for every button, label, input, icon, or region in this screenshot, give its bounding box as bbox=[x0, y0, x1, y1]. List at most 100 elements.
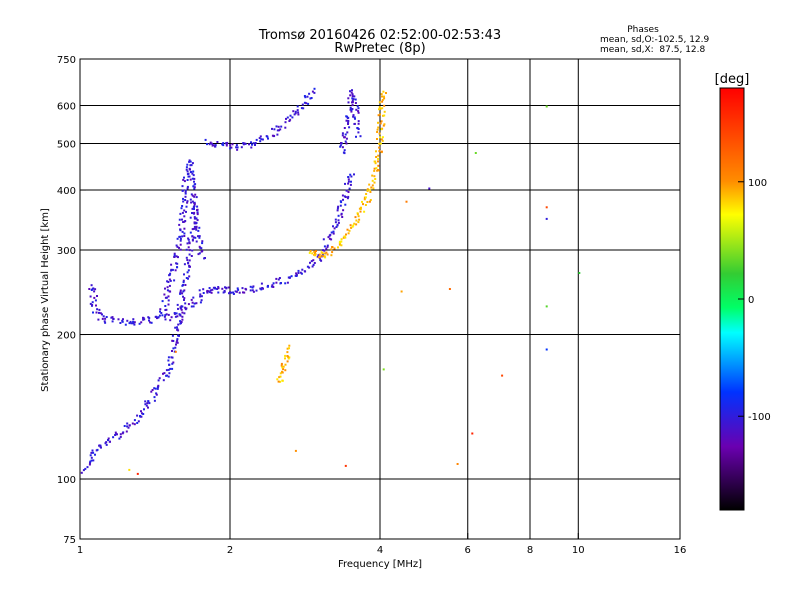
trace-point bbox=[133, 321, 136, 324]
trace-point bbox=[124, 323, 127, 326]
trace-point bbox=[341, 216, 344, 218]
trace-point bbox=[378, 150, 381, 153]
trace-point bbox=[230, 146, 233, 149]
trace-point bbox=[252, 290, 255, 293]
x-tick-label: 4 bbox=[377, 545, 383, 556]
trace-point bbox=[315, 250, 317, 253]
trace-point bbox=[190, 193, 193, 196]
trace-point bbox=[339, 145, 342, 148]
trace-point bbox=[382, 124, 385, 127]
trace-point bbox=[187, 303, 190, 306]
trace-point bbox=[121, 432, 124, 435]
trace-point bbox=[357, 128, 360, 130]
trace-point bbox=[161, 314, 164, 317]
trace-point bbox=[333, 247, 336, 250]
trace-point bbox=[351, 225, 354, 228]
trace-point bbox=[191, 194, 194, 197]
trace-point bbox=[171, 350, 173, 352]
trace-point bbox=[110, 316, 113, 319]
trace-point bbox=[192, 170, 195, 173]
trace-point bbox=[343, 136, 346, 139]
trace-point bbox=[321, 252, 324, 255]
trace-point bbox=[322, 249, 324, 252]
trace-point bbox=[187, 172, 190, 175]
trace-point bbox=[191, 162, 194, 165]
trace-point bbox=[336, 224, 339, 227]
trace-point bbox=[216, 141, 219, 143]
scatter-point bbox=[294, 449, 297, 452]
trace-point bbox=[187, 277, 189, 280]
scatter-point bbox=[344, 464, 347, 467]
trace-point bbox=[195, 228, 198, 231]
trace-point bbox=[187, 246, 190, 249]
trace-point bbox=[326, 244, 329, 247]
trace-point bbox=[161, 300, 164, 303]
trace-point bbox=[183, 263, 186, 266]
trace-point bbox=[192, 296, 195, 299]
trace-point bbox=[357, 221, 360, 224]
trace-point bbox=[92, 311, 94, 314]
trace-point bbox=[281, 370, 283, 373]
trace-point bbox=[332, 232, 335, 235]
trace-point bbox=[184, 284, 187, 286]
trace-point bbox=[179, 292, 182, 295]
trace-point bbox=[197, 229, 200, 232]
trace-point bbox=[209, 141, 212, 144]
trace-point bbox=[185, 168, 188, 171]
trace-point bbox=[345, 233, 347, 236]
trace-point bbox=[189, 160, 192, 163]
trace-point bbox=[343, 152, 346, 155]
trace-point bbox=[171, 362, 174, 365]
trace-point bbox=[267, 137, 269, 140]
axis-ticks: 1 2 4 6 8 10 16 75 100 200 300 400 500 600 750 bbox=[57, 55, 686, 556]
trace-point bbox=[192, 174, 195, 177]
trace-point bbox=[288, 356, 291, 359]
trace-point bbox=[352, 98, 355, 101]
trace-point bbox=[171, 268, 174, 271]
trace-point bbox=[351, 104, 354, 107]
trace-point bbox=[349, 106, 352, 109]
trace-point bbox=[337, 205, 340, 208]
trace-point bbox=[155, 392, 158, 395]
trace-point bbox=[373, 175, 376, 178]
trace-point bbox=[291, 116, 294, 119]
trace-point bbox=[288, 347, 290, 350]
trace-point bbox=[167, 313, 170, 316]
grid-lines bbox=[80, 59, 680, 539]
trace-point bbox=[185, 256, 188, 259]
trace-point bbox=[214, 144, 217, 147]
y-tick-label: 500 bbox=[57, 140, 76, 151]
trace-point bbox=[91, 301, 94, 304]
trace-point bbox=[273, 128, 276, 131]
trace-point bbox=[202, 292, 205, 294]
trace-point bbox=[176, 262, 179, 265]
trace-point bbox=[365, 193, 368, 195]
trace-point bbox=[273, 134, 276, 137]
trace-point bbox=[193, 208, 195, 210]
trace-point bbox=[95, 304, 97, 307]
trace-point bbox=[169, 367, 172, 370]
trace-point bbox=[349, 173, 352, 176]
trace-point bbox=[130, 322, 133, 325]
trace-point bbox=[91, 304, 94, 306]
trace-point bbox=[167, 295, 170, 298]
trace-point bbox=[184, 302, 187, 305]
trace-point bbox=[286, 116, 289, 119]
trace-point bbox=[181, 189, 184, 192]
trace-point bbox=[172, 347, 175, 350]
scatter-point bbox=[382, 368, 385, 371]
trace-point bbox=[284, 121, 287, 124]
trace-point bbox=[138, 322, 141, 325]
scatter-point bbox=[471, 432, 474, 435]
trace-point bbox=[350, 175, 353, 178]
colorbar-tick-label: 0 bbox=[748, 295, 754, 306]
trace-point bbox=[223, 290, 226, 292]
trace-point bbox=[111, 316, 114, 319]
trace-point bbox=[132, 322, 135, 325]
trace-point bbox=[148, 317, 151, 320]
trace-point bbox=[169, 319, 172, 322]
trace-point bbox=[242, 291, 244, 294]
trace-point bbox=[184, 220, 187, 222]
trace-point bbox=[249, 285, 252, 288]
